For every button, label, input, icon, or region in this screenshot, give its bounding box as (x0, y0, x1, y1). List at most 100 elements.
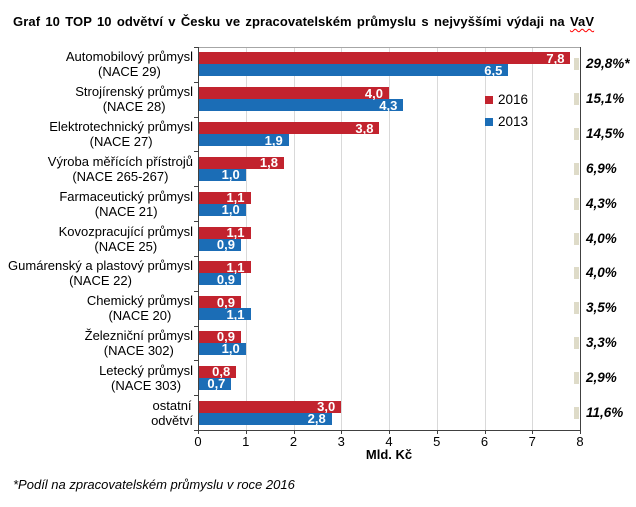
category-label-line: (NACE 302) (103, 342, 174, 358)
x-axis-tick (198, 430, 199, 434)
share-marker (574, 58, 579, 71)
gridline (436, 47, 438, 430)
y-axis-tick (194, 360, 198, 361)
y-axis-tick (194, 186, 198, 187)
category-label-text: Gumárenský a plastový průmysl (NACE 22) (8, 258, 193, 288)
share-label: 11,6% (586, 404, 624, 420)
gridline (293, 47, 295, 430)
bar-2016 (199, 87, 389, 100)
bar-2016 (199, 296, 241, 309)
share-marker (574, 336, 579, 349)
category-label-line: (NACE 25) (94, 238, 158, 254)
bar-2013 (199, 308, 251, 321)
share-label: 4,3% (586, 195, 617, 211)
category-label-text: Železniční průmysl (NACE 302) (85, 328, 193, 358)
category-label-line: (NACE 265-267) (72, 168, 169, 184)
category-label-line: Kovozpracující průmysl (58, 223, 193, 239)
bar-value-label: 1,8 (259, 155, 278, 171)
category-label-text: ostatní odvětví (151, 398, 193, 428)
bar-2013 (199, 238, 241, 251)
share-label: 4,0% (586, 265, 617, 281)
category-label-text: Letecký průmysl (NACE 303) (99, 363, 193, 393)
gridline (532, 47, 534, 430)
chart-title-spellchecked-word: VaV (569, 14, 595, 29)
y-axis-tick (194, 326, 198, 327)
x-axis-title: Mld. Kč (365, 447, 413, 462)
category-label: Výroba měřících přístrojů (NACE 265-267) (0, 153, 193, 185)
x-tick-label: 0 (194, 434, 202, 449)
category-label: Automobilový průmysl (NACE 29) (0, 48, 193, 80)
bar-2013 (199, 273, 241, 286)
share-label: 3,3% (586, 334, 617, 350)
share-marker (574, 232, 579, 245)
category-label: Farmaceutický průmysl (NACE 21) (0, 188, 193, 220)
share-label: 2,9% (586, 369, 617, 385)
bar-2016 (199, 330, 241, 343)
category-label-line: Farmaceutický průmysl (59, 188, 193, 204)
category-label: Elektrotechnický průmysl (NACE 27) (0, 118, 193, 150)
category-label-line: Strojírenský průmysl (75, 84, 193, 100)
bar-2016 (199, 52, 571, 65)
category-label: Strojírenský průmysl (NACE 28) (0, 83, 193, 115)
share-marker (574, 128, 579, 141)
legend-swatch-2016-icon (485, 96, 493, 104)
bar-value-label: 1,0 (221, 341, 240, 357)
x-axis-tick (389, 430, 390, 434)
bar-value-label: 3,8 (355, 120, 374, 136)
category-label-line: (NACE 303) (111, 377, 182, 393)
category-label-text: Farmaceutický průmysl (NACE 21) (59, 189, 193, 219)
category-label-line: Elektrotechnický průmysl (49, 119, 193, 135)
category-label-line: (NACE 27) (89, 134, 153, 150)
x-tick-label: 2 (289, 434, 298, 449)
x-tick-label: 4 (385, 434, 393, 449)
gridline (245, 47, 247, 430)
bar-value-label: 1,1 (226, 306, 245, 322)
share-label: 3,5% (586, 300, 617, 316)
x-axis-tick (532, 430, 534, 434)
bar-2013 (199, 64, 509, 77)
category-label: Gumárenský a plastový průmysl (NACE 22) (0, 257, 193, 289)
category-label-line: (NACE 28) (102, 99, 166, 115)
bar-value-label: 1,9 (264, 132, 283, 148)
category-label-text: Kovozpracující průmysl (NACE 25) (59, 224, 193, 254)
bar-value-label: 1,1 (226, 259, 245, 275)
x-axis-tick (293, 430, 295, 434)
legend-label-2016: 2016 (498, 92, 529, 107)
bar-value-label: 0,9 (216, 237, 235, 252)
legend-item-2013: 2013 (485, 113, 528, 131)
category-label-line: ostatní (152, 397, 192, 413)
bar-value-label: 0,9 (216, 329, 235, 345)
category-label: ostatní odvětví (0, 397, 193, 429)
bar-2013 (199, 412, 332, 425)
category-label-text: Chemický průmysl (NACE 20) (87, 293, 193, 323)
legend-label-2013: 2013 (498, 114, 529, 129)
bar-2013 (199, 377, 232, 390)
footnote: *Podíl na zpracovatelském průmyslu v roc… (13, 477, 295, 492)
x-axis-tick (245, 430, 247, 434)
bar-value-label: 1,0 (221, 202, 240, 218)
y-axis-tick (194, 82, 198, 83)
share-marker (574, 93, 579, 106)
gridline (484, 47, 486, 430)
bar-value-label: 3,0 (317, 399, 336, 415)
bar-2016 (199, 365, 237, 378)
plot-border-top (198, 47, 581, 48)
y-axis-tick (194, 430, 198, 431)
category-label-line: (NACE 22) (69, 273, 132, 289)
category-label-line: Automobilový průmysl (65, 49, 193, 65)
category-label-line: (NACE 20) (108, 308, 172, 324)
bar-value-label: 4,3 (379, 97, 398, 113)
x-axis-tick (484, 430, 486, 434)
share-marker (574, 162, 579, 175)
category-label-line: Chemický průmysl (86, 293, 193, 309)
x-tick-label: 5 (433, 434, 441, 449)
legend-item-2016: 2016 (485, 91, 528, 109)
bar-2013 (199, 99, 404, 112)
category-label-text: Výroba měřících přístrojů (NACE 265-267) (48, 154, 193, 184)
category-label: Letecký průmysl (NACE 303) (0, 362, 193, 394)
x-axis-line (198, 430, 581, 431)
bar-value-label: 1,0 (221, 167, 240, 183)
category-label-line: Gumárenský a plastový průmysl (8, 258, 193, 274)
legend: 2016 2013 (485, 91, 528, 131)
